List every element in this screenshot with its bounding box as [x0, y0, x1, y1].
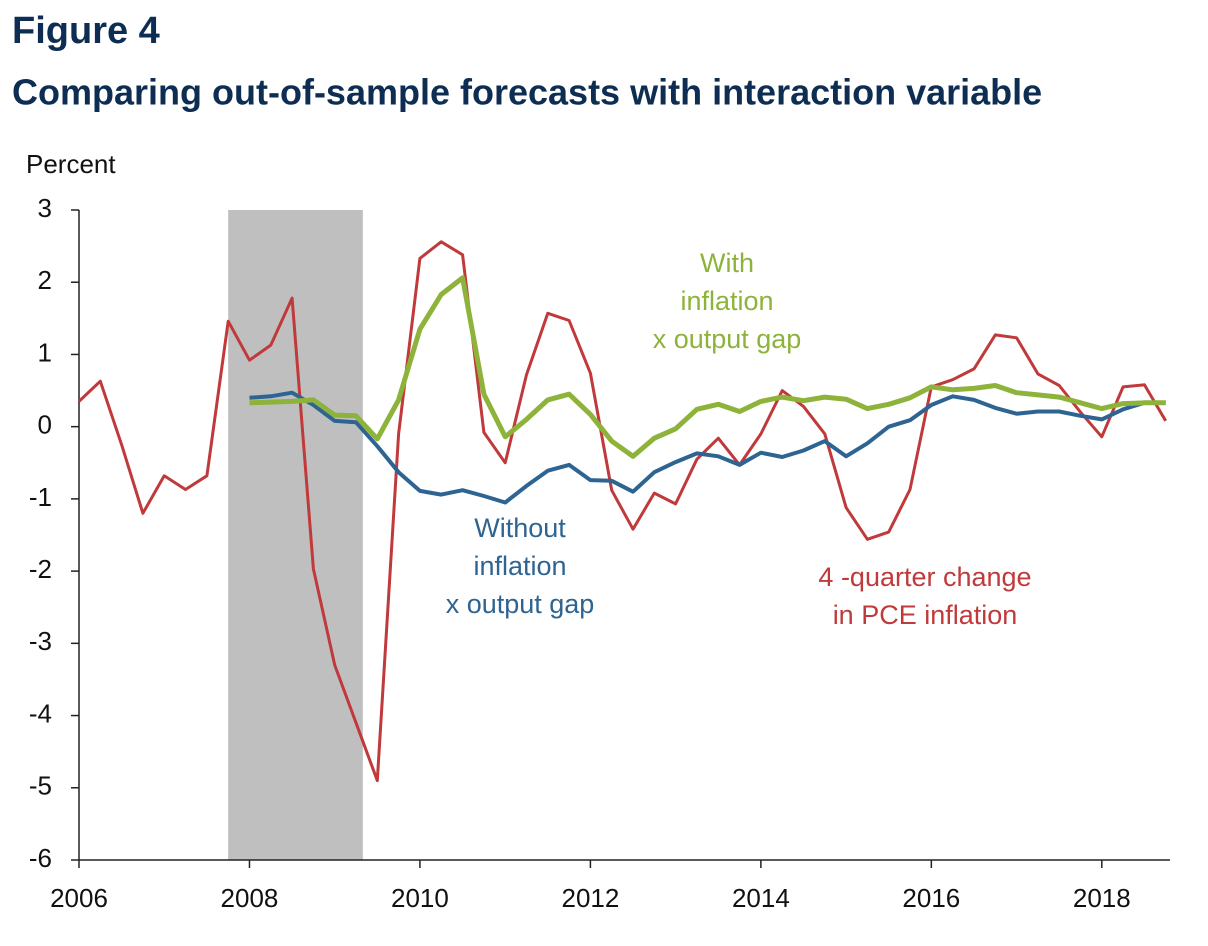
y-tick-label: -4: [29, 698, 52, 728]
series-label: inflation: [680, 286, 773, 316]
y-tick-label: -6: [29, 843, 52, 873]
series-label: With: [700, 248, 754, 278]
y-tick-label: 3: [38, 193, 52, 223]
y-axis-label: Percent: [26, 149, 116, 179]
chart-title: Figure 4: [12, 10, 160, 52]
x-tick-label: 2010: [391, 883, 449, 913]
y-tick-label: 0: [38, 410, 52, 440]
y-tick-label: -1: [29, 482, 52, 512]
y-tick-label: -2: [29, 554, 52, 584]
x-tick-label: 2016: [902, 883, 960, 913]
y-tick-label: 2: [38, 265, 52, 295]
series-line: [249, 390, 1166, 505]
y-tick-label: -3: [29, 626, 52, 656]
x-tick-label: 2008: [221, 883, 279, 913]
series-line: [249, 275, 1166, 459]
x-tick-label: 2006: [50, 883, 108, 913]
y-tick-label: -5: [29, 771, 52, 801]
x-tick-label: 2018: [1073, 883, 1131, 913]
x-tick-label: 2014: [732, 883, 790, 913]
chart-subtitle: Comparing out-of-sample forecasts with i…: [12, 72, 1042, 113]
series-label: x output gap: [653, 324, 802, 354]
x-tick-label: 2012: [561, 883, 619, 913]
series-label: 4 -quarter change: [818, 562, 1031, 592]
y-tick-label: 1: [38, 337, 52, 367]
series-label: in PCE inflation: [833, 600, 1018, 630]
series-line: [77, 240, 1167, 783]
series-label: inflation: [473, 551, 566, 581]
shaded-period: [228, 210, 363, 860]
series-label: Without: [474, 513, 566, 543]
series-label: x output gap: [446, 589, 595, 619]
